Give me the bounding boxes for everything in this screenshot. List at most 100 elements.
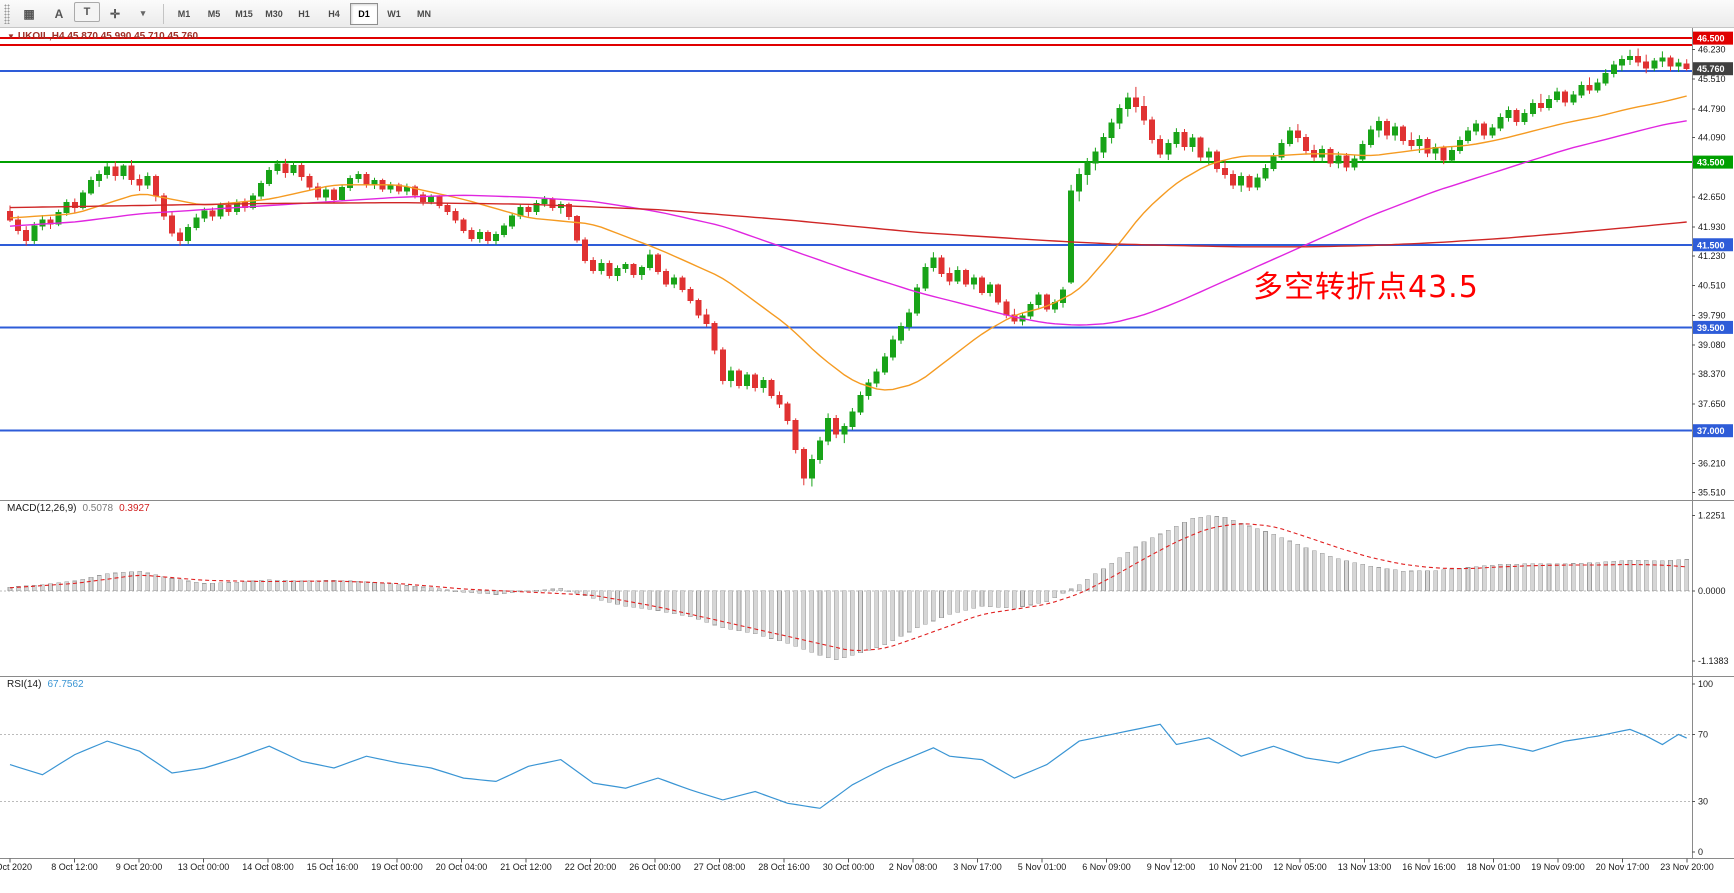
candle	[938, 257, 945, 275]
quote-close: 45.760	[167, 31, 199, 42]
timeframe-button-H4[interactable]: H4	[328, 8, 340, 19]
candle	[1213, 151, 1220, 169]
candle	[841, 426, 848, 435]
text-tool-button[interactable]: T	[74, 1, 100, 22]
candle	[1189, 137, 1196, 147]
candle	[152, 176, 159, 197]
candle	[412, 186, 418, 196]
candle	[460, 219, 467, 231]
candle	[104, 166, 111, 176]
tool-dropdown-caret[interactable]: ▾	[140, 8, 146, 18]
candle	[1035, 294, 1042, 306]
candle	[436, 196, 443, 206]
svg-text:0: 0	[1698, 847, 1703, 857]
timeframe-button-H1[interactable]: H1	[298, 8, 310, 19]
timeframe-button-D1[interactable]: D1	[350, 2, 378, 25]
time-label: 13 Oct 00:00	[178, 862, 230, 872]
candle	[1141, 105, 1147, 121]
svg-text:70: 70	[1698, 729, 1708, 739]
timeframe-button-M15[interactable]: M15	[235, 8, 253, 19]
candle	[1367, 129, 1374, 146]
time-axis[interactable]: 7 Oct 2020 8 Oct 12:00 9 Oct 20:00 13 Oct 0…	[0, 858, 1714, 873]
time-label: 22 Oct 20:00	[565, 862, 617, 872]
candle	[314, 186, 321, 198]
candle	[833, 417, 840, 435]
timeframe-button-W1[interactable]: W1	[387, 8, 401, 19]
candle	[1521, 112, 1528, 123]
candle	[1173, 131, 1180, 145]
candle	[574, 216, 580, 241]
candle	[962, 269, 969, 285]
timeframe-button-M1[interactable]: M1	[177, 8, 191, 19]
candle	[128, 165, 135, 180]
time-label: 9 Nov 12:00	[1147, 862, 1196, 872]
candle	[760, 379, 767, 388]
candle	[606, 262, 613, 277]
candle	[646, 254, 653, 268]
crosshair-tool[interactable]: ✛	[109, 6, 121, 21]
panel-frame	[0, 28, 1734, 859]
candle	[1060, 289, 1066, 304]
svg-text:42.650: 42.650	[1698, 192, 1726, 202]
candle	[468, 229, 475, 240]
candle	[1481, 123, 1488, 136]
toolbar: ▦ A T ✛ ▾ M1 M5 M15 M30 H1 H4 D1 W1 MN	[0, 0, 1734, 28]
candle	[509, 215, 516, 227]
candle	[306, 176, 313, 188]
candle	[1384, 121, 1390, 136]
candle	[1667, 57, 1674, 67]
candle	[1278, 143, 1285, 158]
candle	[1489, 127, 1496, 136]
svg-text:36.210: 36.210	[1698, 458, 1726, 468]
candle	[1651, 60, 1658, 69]
timeframe-button-M5[interactable]: M5	[207, 8, 221, 19]
time-label: 2 Nov 08:00	[889, 862, 938, 872]
chart-window-icon[interactable]: ▦	[23, 6, 35, 21]
chart-text-annotation[interactable]: 多空转折点43.5	[1253, 270, 1479, 305]
candle	[817, 440, 823, 461]
svg-text:38.370: 38.370	[1698, 369, 1726, 379]
candle	[1197, 137, 1204, 158]
svg-text:43.500: 43.500	[1697, 158, 1725, 168]
symbol-info-line: ▼ UKOIL,H4 45.870 45.990 45.710 45.760	[7, 31, 198, 42]
candle	[193, 217, 200, 228]
candle	[1205, 151, 1212, 158]
candle	[1610, 64, 1617, 74]
candle	[1068, 190, 1075, 283]
toolbar-separator	[163, 3, 164, 24]
candle	[501, 225, 508, 235]
candle	[671, 277, 678, 285]
svg-text:41.230: 41.230	[1698, 251, 1726, 261]
timeframe-button-MN[interactable]: MN	[417, 8, 431, 19]
candle	[484, 231, 491, 242]
candle	[282, 163, 289, 173]
candle	[250, 195, 256, 209]
timeframe-button-M30[interactable]: M30	[265, 8, 283, 19]
font-tool-button[interactable]: A	[54, 6, 64, 21]
candle	[63, 202, 70, 214]
candle	[857, 395, 864, 413]
macd-name: MACD(12,26,9)	[7, 503, 77, 514]
candle	[525, 207, 532, 213]
svg-text:35.510: 35.510	[1698, 487, 1726, 497]
candle	[1586, 85, 1593, 91]
candle	[339, 187, 346, 200]
ma-slow-red	[9, 201, 1687, 248]
candle	[914, 287, 921, 314]
candle	[719, 349, 726, 381]
candle	[79, 192, 86, 209]
toolbar-grip[interactable]	[4, 3, 10, 24]
candle	[160, 195, 167, 217]
candle	[865, 382, 872, 397]
svg-text:-1.1383: -1.1383	[1698, 656, 1729, 666]
price-axis[interactable]: 46.230 45.510 44.790 44.090 42.650 41.930 41.2…	[1692, 31, 1733, 857]
candle	[363, 174, 370, 186]
svg-text:46.230: 46.230	[1698, 44, 1726, 54]
time-label: 27 Oct 08:00	[694, 862, 746, 872]
candle	[31, 225, 38, 242]
candle	[1084, 162, 1091, 176]
candle	[1497, 116, 1504, 129]
svg-text:37.650: 37.650	[1698, 399, 1726, 409]
